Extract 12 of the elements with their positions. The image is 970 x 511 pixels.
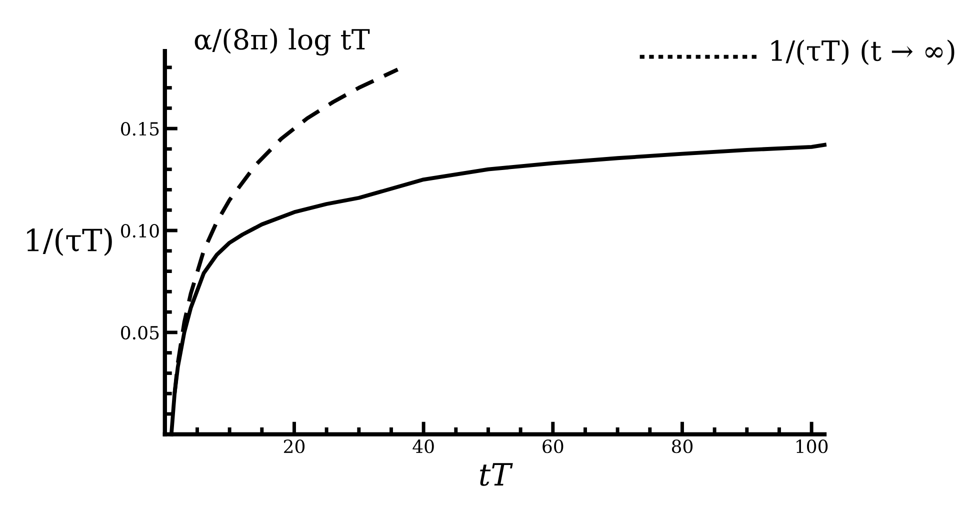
x-tick-label: 100 — [796, 440, 828, 454]
annotation: α/(8π) log tT — [194, 28, 370, 56]
x-tick-label: 40 — [412, 440, 434, 454]
x-tick-label: 80 — [672, 440, 693, 454]
y-tick-label: 0.15 — [121, 122, 159, 136]
annotation: 1/(τT) (t → ∞) — [771, 40, 954, 66]
y-tick-label: 0.05 — [121, 326, 159, 340]
x-tick-label: 20 — [284, 440, 305, 454]
y-axis-title: 1/(τT) — [27, 228, 112, 256]
y-tick-label: 0.10 — [121, 224, 159, 238]
x-tick-label: 60 — [542, 440, 564, 454]
x-axis-title: tT — [480, 463, 513, 486]
